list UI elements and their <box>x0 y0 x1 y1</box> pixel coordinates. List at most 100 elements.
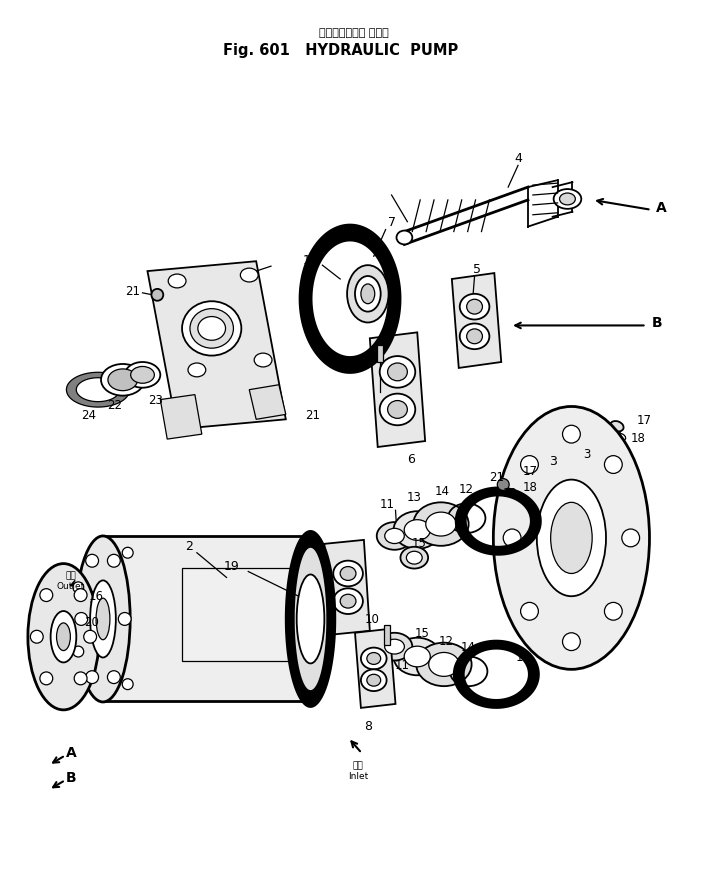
Ellipse shape <box>125 363 160 388</box>
Text: B: B <box>651 316 662 330</box>
Ellipse shape <box>118 613 131 626</box>
Text: 19: 19 <box>302 253 319 266</box>
Ellipse shape <box>297 575 324 663</box>
Ellipse shape <box>76 536 130 702</box>
Text: A: A <box>656 200 667 215</box>
Ellipse shape <box>75 613 88 626</box>
Ellipse shape <box>497 479 509 491</box>
Ellipse shape <box>108 369 137 392</box>
Ellipse shape <box>240 269 258 283</box>
Text: 19: 19 <box>224 560 239 572</box>
Ellipse shape <box>404 646 430 667</box>
Text: 6: 6 <box>407 453 416 466</box>
Ellipse shape <box>333 588 363 614</box>
Ellipse shape <box>384 639 404 654</box>
Ellipse shape <box>520 456 538 474</box>
Text: 13: 13 <box>407 490 422 503</box>
Text: 10: 10 <box>365 612 379 626</box>
Text: 22: 22 <box>108 399 122 411</box>
Ellipse shape <box>367 675 381 687</box>
Ellipse shape <box>377 522 412 550</box>
Ellipse shape <box>377 633 412 661</box>
Ellipse shape <box>361 648 387 670</box>
Ellipse shape <box>50 611 76 662</box>
Text: 5: 5 <box>472 262 481 275</box>
Text: 11: 11 <box>380 497 395 510</box>
Text: 14: 14 <box>461 640 476 654</box>
Ellipse shape <box>361 670 387 691</box>
Ellipse shape <box>467 299 482 315</box>
Text: 15: 15 <box>412 536 427 550</box>
Polygon shape <box>249 385 286 420</box>
Text: 入口
Inlet: 入口 Inlet <box>348 761 368 780</box>
Ellipse shape <box>387 401 407 419</box>
Text: 12: 12 <box>503 486 518 500</box>
Ellipse shape <box>86 671 98 684</box>
Ellipse shape <box>563 633 581 651</box>
Polygon shape <box>384 625 389 645</box>
Ellipse shape <box>30 630 43 644</box>
Ellipse shape <box>551 502 592 574</box>
Ellipse shape <box>416 643 472 687</box>
Polygon shape <box>324 540 370 635</box>
Text: 21: 21 <box>125 285 140 298</box>
Polygon shape <box>299 224 401 375</box>
Polygon shape <box>147 262 286 430</box>
Ellipse shape <box>367 653 381 664</box>
Text: 3: 3 <box>549 455 556 468</box>
Ellipse shape <box>406 552 422 564</box>
Text: 14: 14 <box>435 485 450 497</box>
Polygon shape <box>455 487 542 556</box>
Ellipse shape <box>355 277 381 312</box>
Ellipse shape <box>459 325 489 350</box>
Ellipse shape <box>503 529 521 547</box>
Text: 18: 18 <box>630 431 645 444</box>
Ellipse shape <box>188 364 206 377</box>
Text: 出口
Outlet: 出口 Outlet <box>56 571 84 590</box>
Ellipse shape <box>396 232 412 245</box>
Ellipse shape <box>101 365 144 396</box>
Ellipse shape <box>40 672 52 685</box>
Ellipse shape <box>28 564 99 710</box>
Text: 9: 9 <box>319 546 326 560</box>
Ellipse shape <box>333 561 363 586</box>
Ellipse shape <box>426 512 456 536</box>
Text: 21: 21 <box>305 409 320 421</box>
Ellipse shape <box>537 480 606 596</box>
Text: A: A <box>66 746 76 760</box>
Text: 7: 7 <box>387 216 396 229</box>
Ellipse shape <box>401 547 428 569</box>
Ellipse shape <box>96 598 110 640</box>
Ellipse shape <box>57 623 70 651</box>
Text: 12: 12 <box>459 483 474 495</box>
Text: 8: 8 <box>364 720 372 732</box>
Ellipse shape <box>379 357 416 388</box>
Ellipse shape <box>86 554 98 568</box>
Polygon shape <box>453 640 539 709</box>
Text: 24: 24 <box>81 409 96 421</box>
Polygon shape <box>103 536 311 701</box>
Text: 13: 13 <box>515 650 530 663</box>
Text: 18: 18 <box>523 480 538 493</box>
Text: B: B <box>66 771 76 784</box>
Polygon shape <box>355 629 396 708</box>
Ellipse shape <box>404 520 430 541</box>
Ellipse shape <box>493 407 649 670</box>
Ellipse shape <box>84 630 96 644</box>
Polygon shape <box>182 568 291 662</box>
Ellipse shape <box>387 364 407 382</box>
Ellipse shape <box>559 194 576 206</box>
Ellipse shape <box>92 625 102 635</box>
Ellipse shape <box>108 554 120 568</box>
Text: 20: 20 <box>84 616 98 628</box>
Ellipse shape <box>554 190 581 209</box>
Text: Fig. 601   HYDRAULIC  PUMP: Fig. 601 HYDRAULIC PUMP <box>222 43 458 58</box>
Ellipse shape <box>131 367 154 384</box>
Text: 17: 17 <box>523 465 538 477</box>
Text: 4: 4 <box>514 152 522 164</box>
Ellipse shape <box>122 679 133 690</box>
Ellipse shape <box>291 536 331 702</box>
Ellipse shape <box>198 317 226 341</box>
Polygon shape <box>285 530 336 708</box>
Ellipse shape <box>520 603 538 620</box>
